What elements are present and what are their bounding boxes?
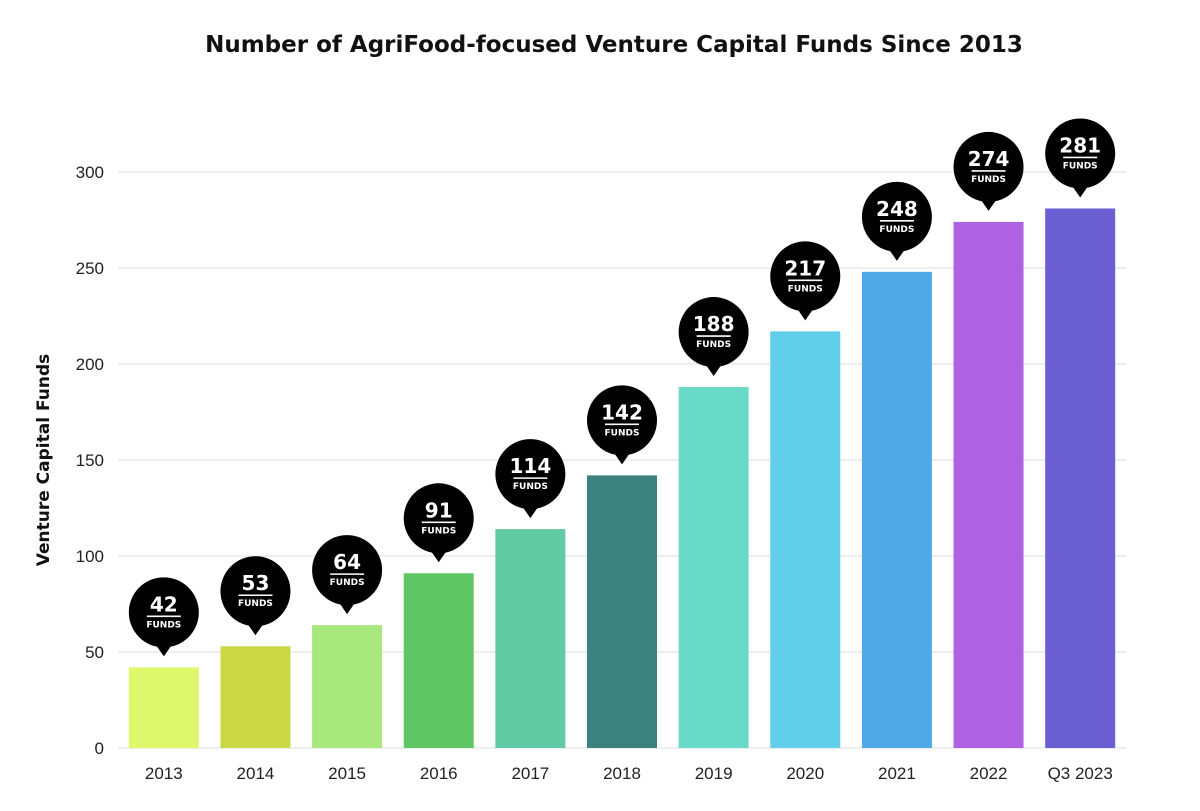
y-tick-label: 200 [76, 355, 104, 374]
data-label-unit: FUNDS [146, 620, 181, 630]
data-label-value: 142 [601, 400, 643, 424]
x-tick-label: 2019 [695, 764, 733, 783]
data-label-badge: 53 FUNDS [220, 556, 291, 636]
data-label-badge: 42 FUNDS [128, 577, 199, 657]
x-tick-label: 2021 [878, 764, 916, 783]
badge-pointer [246, 622, 265, 636]
data-label-badge: 91 FUNDS [403, 483, 474, 563]
data-label-unit: FUNDS [971, 175, 1006, 185]
badge-pointer [704, 363, 723, 377]
x-tick-label: 2018 [603, 764, 641, 783]
y-tick-label: 50 [85, 643, 104, 662]
data-label-value: 281 [1059, 133, 1101, 157]
data-label-unit: FUNDS [1063, 161, 1098, 171]
data-label-unit: FUNDS [879, 225, 914, 235]
x-tick-label: 2013 [145, 764, 183, 783]
x-tick-label: 2016 [420, 764, 458, 783]
badge-circle [312, 535, 383, 606]
x-tick-label: 2020 [786, 764, 824, 783]
data-labels: 42 FUNDS 53 FUNDS 64 FUNDS 91 FUNDS 114 FUNDS 142 F… [128, 118, 1116, 657]
y-tick-label: 100 [76, 547, 104, 566]
badge-pointer [1071, 184, 1090, 198]
data-label-badge: 64 FUNDS [312, 535, 383, 615]
x-tick-label: 2015 [328, 764, 366, 783]
data-label-value: 53 [242, 571, 270, 595]
badge-pointer [338, 601, 357, 615]
data-label-unit: FUNDS [788, 284, 823, 294]
data-label-value: 114 [509, 454, 551, 478]
badge-circle [220, 556, 291, 627]
bar-2014 [220, 646, 291, 748]
y-tick-label: 250 [76, 259, 104, 278]
data-label-unit: FUNDS [238, 599, 273, 609]
x-tick-label: 2017 [511, 764, 549, 783]
badge-circle [587, 385, 657, 456]
bar-2015 [312, 625, 383, 748]
badge-circle [861, 181, 932, 252]
data-label-badge: 142 FUNDS [587, 385, 657, 465]
badge-circle [1045, 118, 1116, 189]
bar-q3-2023 [1045, 208, 1116, 749]
bar-2020 [770, 331, 841, 748]
bar-2017 [495, 529, 566, 748]
badge-circle [403, 483, 474, 554]
bars [128, 208, 1116, 749]
data-label-badge: 248 FUNDS [861, 181, 932, 261]
badge-circle [770, 241, 841, 312]
data-label-value: 64 [333, 550, 361, 574]
data-label-badge: 114 FUNDS [495, 439, 566, 519]
data-label-value: 217 [784, 256, 826, 280]
badge-pointer [887, 247, 906, 261]
data-label-unit: FUNDS [513, 482, 548, 492]
chart-title: Number of AgriFood-focused Venture Capit… [205, 32, 1023, 58]
y-tick-label: 150 [76, 451, 104, 470]
bar-2018 [587, 475, 657, 748]
badge-circle [953, 131, 1024, 202]
badge-circle [128, 577, 199, 648]
badge-pointer [979, 197, 998, 211]
bar-2013 [128, 667, 199, 748]
data-label-value: 91 [425, 498, 453, 522]
y-axis-ticks: 0 50 100 150 200 250 300 [76, 163, 104, 758]
badge-pointer [521, 505, 540, 519]
data-label-badge: 217 FUNDS [770, 241, 841, 321]
data-label-value: 248 [876, 197, 918, 221]
x-tick-label: 2022 [970, 764, 1008, 783]
badge-circle [495, 439, 566, 510]
bar-2022 [953, 221, 1024, 749]
x-tick-label: Q3 2023 [1048, 764, 1113, 783]
data-label-unit: FUNDS [696, 340, 731, 350]
badge-pointer [154, 643, 173, 657]
bar-2021 [861, 271, 932, 748]
data-label-unit: FUNDS [421, 526, 456, 536]
badge-circle [678, 297, 749, 368]
data-label-badge: 281 FUNDS [1045, 118, 1116, 198]
data-label-badge: 188 FUNDS [678, 297, 749, 377]
data-label-unit: FUNDS [330, 578, 365, 588]
y-tick-label: 300 [76, 163, 104, 182]
y-tick-label: 0 [95, 739, 104, 758]
data-label-value: 274 [968, 147, 1010, 171]
data-label-badge: 274 FUNDS [953, 131, 1024, 211]
data-label-value: 42 [150, 592, 178, 616]
data-label-unit: FUNDS [605, 428, 640, 438]
y-axis-label: Venture Capital Funds [34, 354, 54, 566]
badge-pointer [796, 307, 815, 321]
data-label-value: 188 [693, 312, 735, 336]
badge-pointer [613, 451, 631, 465]
x-tick-label: 2014 [237, 764, 275, 783]
badge-pointer [429, 549, 448, 563]
bar-2016 [403, 573, 474, 748]
bar-2019 [678, 387, 749, 748]
x-axis-ticks: 2013 2014 2015 2016 2017 2018 2019 2020 2021 2022… [145, 764, 1113, 783]
